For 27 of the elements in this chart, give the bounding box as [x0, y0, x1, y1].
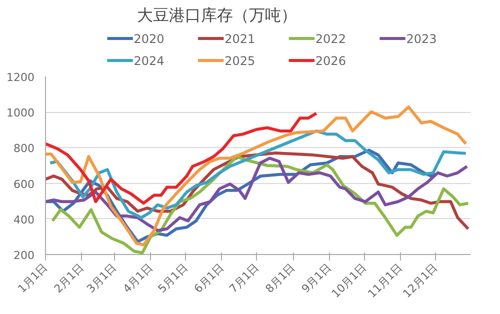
y-tick-label: 600: [14, 178, 35, 191]
line-series: [46, 112, 318, 205]
y-tick-label: 1200: [6, 71, 35, 84]
x-tick-label: 6月1日: [192, 260, 226, 296]
y-tick-label: 1000: [6, 106, 35, 120]
line-series: [46, 105, 468, 246]
legend-label: 2023: [406, 32, 437, 46]
legend-label: 2020: [134, 32, 164, 46]
line-series: [51, 155, 470, 254]
x-tick-label: 2月1日: [52, 260, 86, 296]
x-tick-label: 12月1日: [400, 260, 440, 300]
x-tick-label: 10月1日: [329, 260, 369, 300]
y-tick-label: 400: [14, 213, 35, 226]
chart-title: 大豆港口库存（万吨）: [136, 6, 297, 24]
legend-label: 2021: [224, 32, 256, 46]
legend-label: 2022: [315, 32, 346, 46]
x-tick-label: 4月1日: [120, 260, 156, 296]
y-tick-label: 200: [14, 249, 35, 262]
x-tick-label: 5月1日: [156, 260, 190, 296]
legend-label: 2025: [224, 54, 256, 68]
x-tick-label: 3月1日: [84, 260, 119, 296]
x-tick-label: 1月1日: [15, 260, 50, 296]
legend-label: 2026: [315, 54, 346, 68]
y-tick-label: 800: [14, 142, 35, 156]
legend-label: 2024: [134, 54, 164, 68]
x-tick-label: 8月1日: [262, 260, 298, 296]
x-tick-label: 7月1日: [226, 260, 262, 296]
